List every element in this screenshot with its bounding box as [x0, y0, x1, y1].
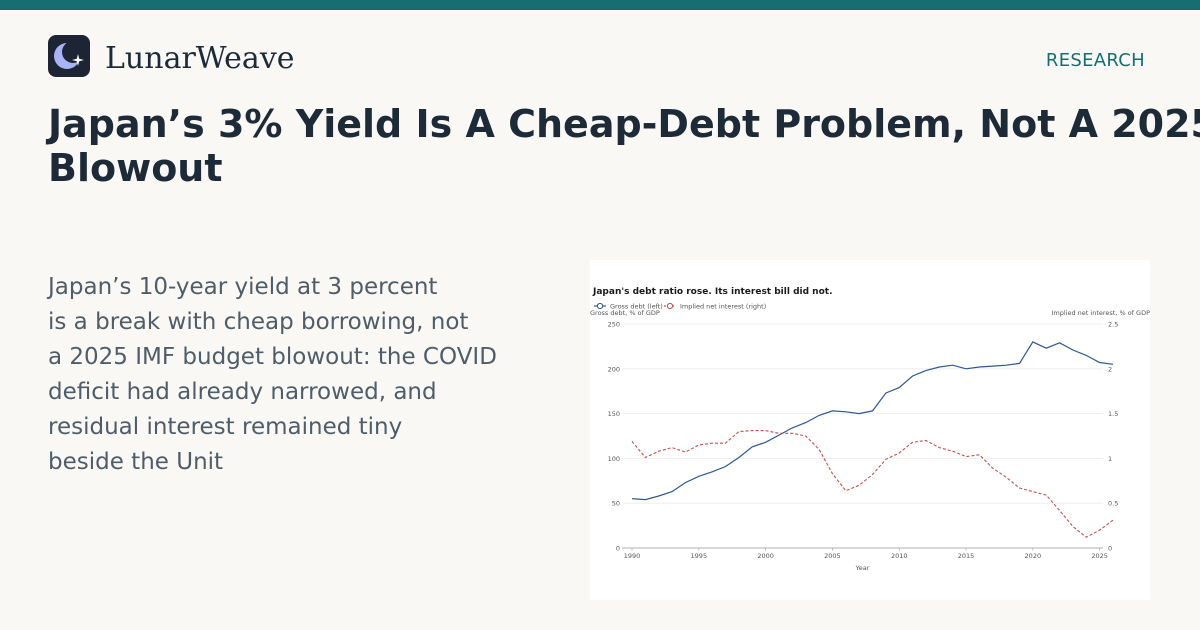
y-tick-right: 2 [1108, 365, 1112, 373]
y-tick-left: 0 [616, 545, 620, 553]
summary-line: is a break with cheap borrowing, not [48, 309, 469, 335]
y-tick-left: 200 [608, 365, 620, 373]
y-tick-left: 50 [612, 500, 620, 508]
headline-line-2: Blowout [48, 146, 223, 190]
legend-label-gross-debt: Gross debt (left) [610, 303, 663, 311]
x-tick-label: 2005 [824, 552, 841, 560]
x-tick-label: 1990 [624, 552, 641, 560]
chart-title: Japan's debt ratio rose. Its interest bi… [592, 287, 832, 297]
x-tick-label: 2020 [1025, 552, 1042, 560]
article-summary: Japan’s 10-year yield at 3 percent is a … [48, 270, 497, 480]
y-tick-right: 1.5 [1108, 410, 1118, 418]
summary-line: Japan’s 10-year yield at 3 percent [48, 274, 438, 300]
y-tick-right: 2.5 [1108, 321, 1118, 329]
brand-logo[interactable] [48, 35, 90, 77]
x-tick-label: 2025 [1091, 552, 1108, 560]
summary-line: beside the Unit [48, 449, 224, 475]
series-line-gross-debt [631, 341, 1114, 501]
x-tick-label: 1995 [691, 552, 708, 560]
x-tick-label: 2010 [891, 552, 908, 560]
series-line-net-interest [631, 430, 1114, 538]
y-axis-right-label: Implied net interest, % of GDP [1051, 309, 1150, 317]
article-headline: Japan’s 3% Yield Is A Cheap-Debt Problem… [48, 102, 1200, 190]
summary-line: a 2025 IMF budget blowout: the COVID [48, 344, 497, 370]
y-tick-left: 100 [608, 455, 620, 463]
x-axis-label: Year [855, 564, 870, 572]
y-tick-left: 250 [608, 321, 620, 329]
y-tick-right: 0 [1108, 545, 1112, 553]
legend-label-net-interest: Implied net interest (right) [680, 303, 766, 311]
top-accent-bar [0, 0, 1200, 10]
brand-name[interactable]: LunarWeave [105, 41, 295, 76]
legend-marker-net-interest [666, 302, 674, 310]
y-axis-left-label: Gross debt, % of GDP [590, 309, 660, 317]
summary-line: deficit had already narrowed, and [48, 379, 437, 405]
y-tick-right: 1 [1108, 455, 1112, 463]
legend-marker-gross-debt [596, 302, 604, 310]
section-link[interactable]: RESEARCH [1045, 50, 1145, 71]
y-tick-left: 150 [608, 410, 620, 418]
chart-card: Japan's debt ratio rose. Its interest bi… [590, 260, 1150, 600]
x-tick-label: 2015 [958, 552, 975, 560]
moon-star-icon [54, 41, 84, 69]
y-tick-right: 0.5 [1108, 500, 1118, 508]
summary-line: residual interest remained tiny [48, 414, 403, 440]
headline-line-1: Japan’s 3% Yield Is A Cheap-Debt Problem… [48, 102, 1200, 146]
debt-interest-chart: Japan's debt ratio rose. Its interest bi… [590, 260, 1150, 600]
x-tick-label: 2000 [757, 552, 774, 560]
